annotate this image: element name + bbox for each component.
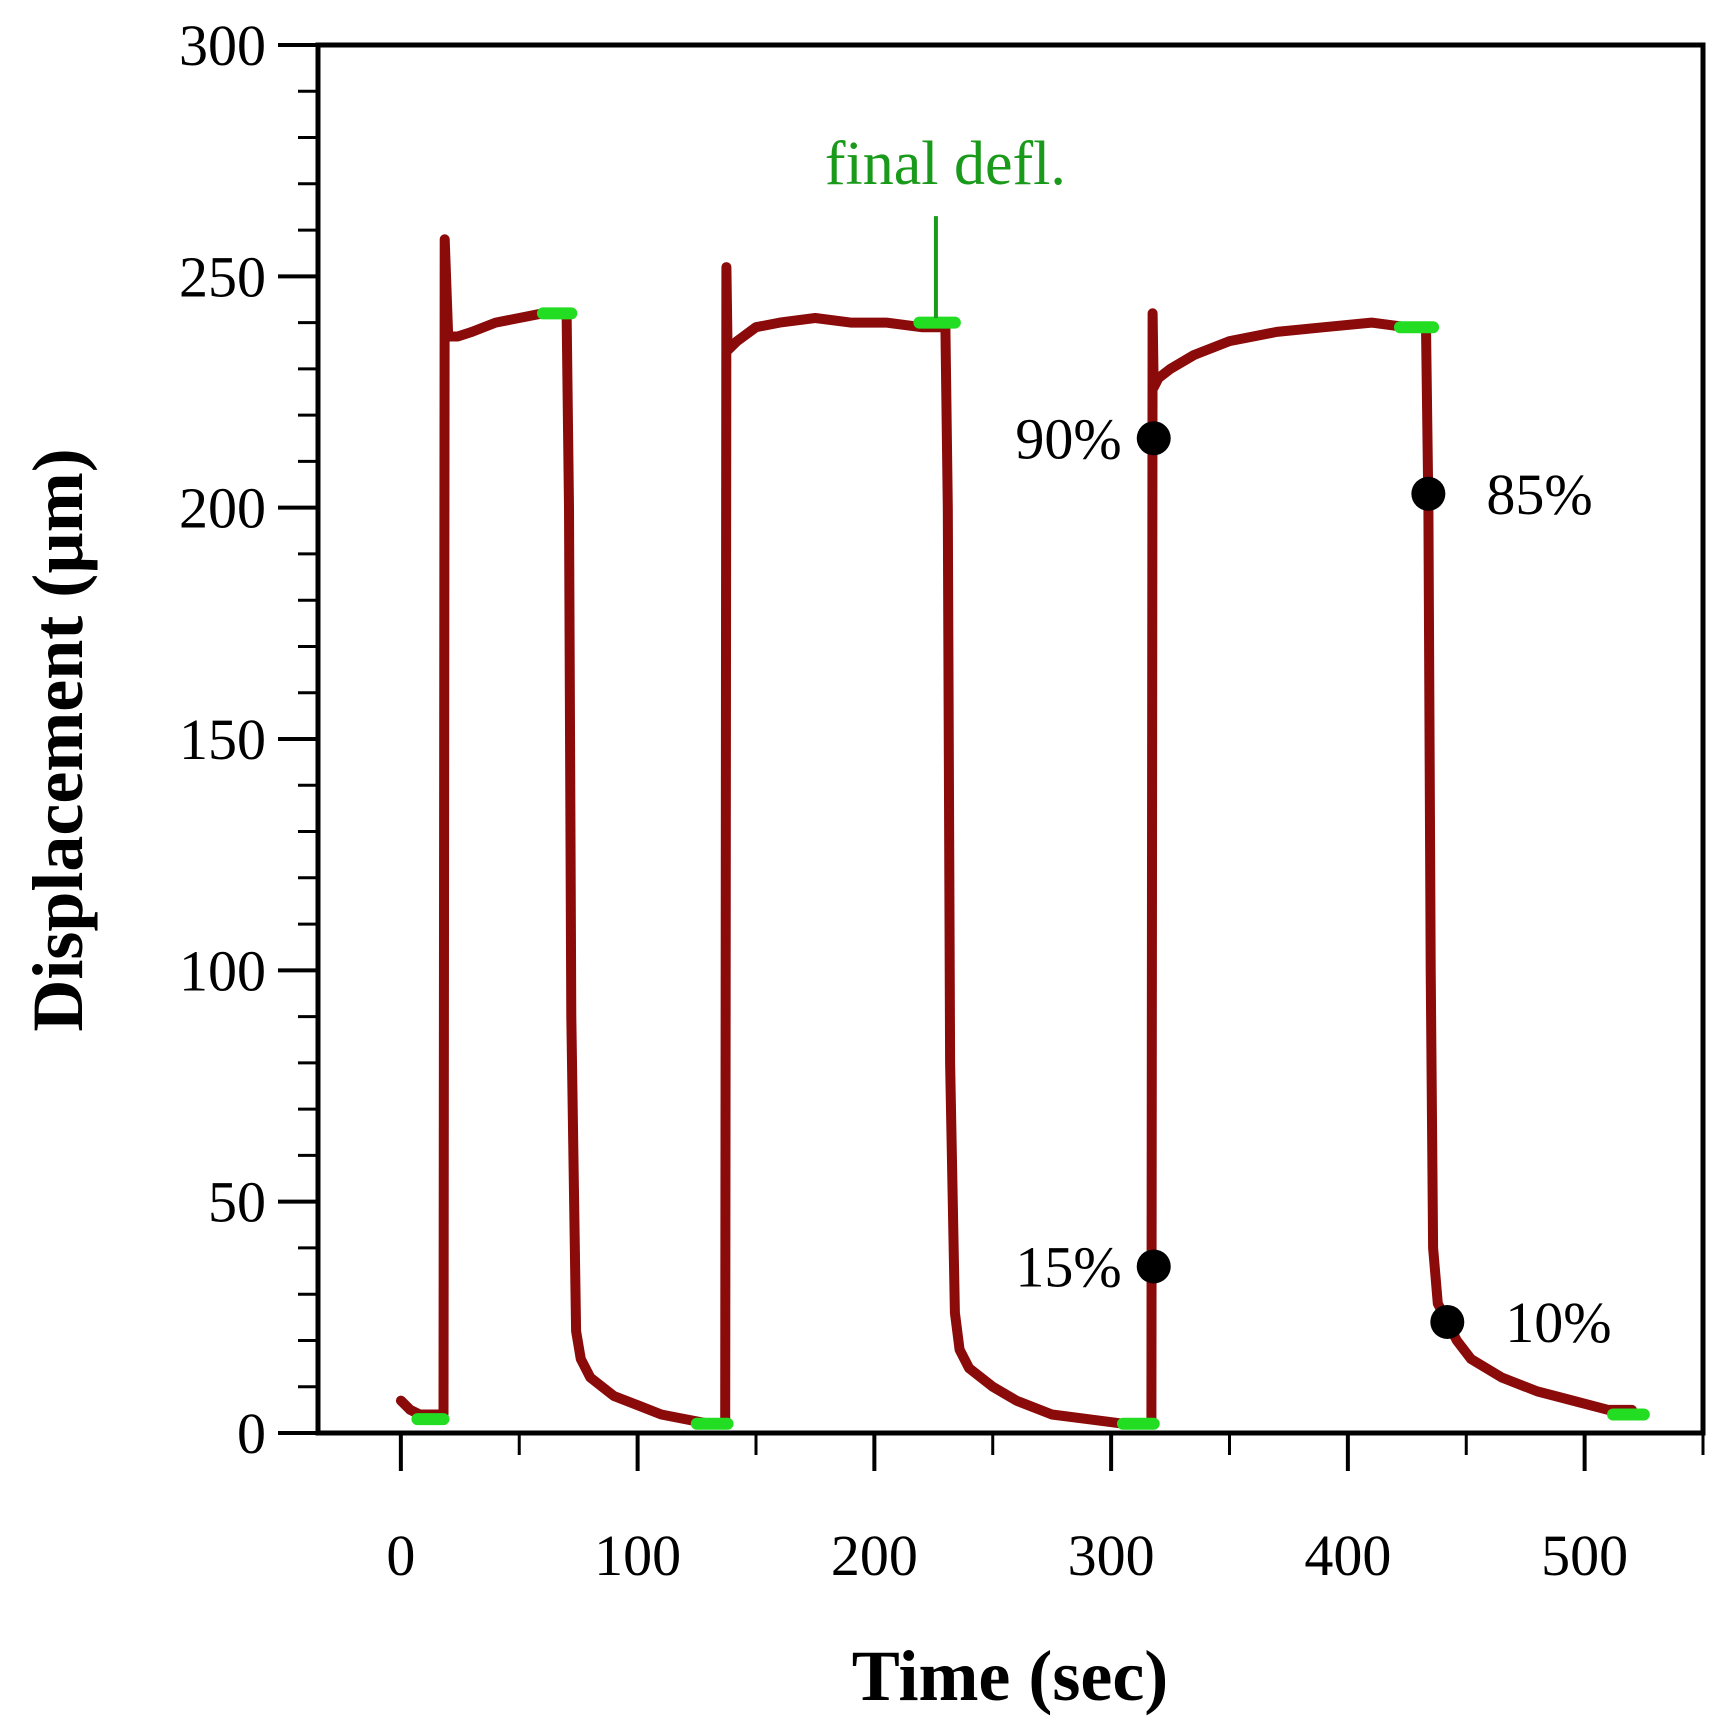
x-tick-label: 100 [594,1523,681,1588]
x-tick-label: 0 [386,1523,415,1588]
plot-frame [315,42,1706,1436]
y-axis-title: Displacement (µm) [18,448,98,1031]
y-tick-label: 200 [179,476,266,541]
final-deflection-highlights [411,307,1650,1430]
x-tick-label: 500 [1541,1523,1628,1588]
point-10-marker [1430,1304,1465,1339]
y-tick-label: 100 [179,938,266,1003]
y-tick-label: 150 [179,707,266,772]
annotation-layer: 90% 15% 85% 10% [1015,406,1611,1355]
y-tick-label: 50 [208,1170,266,1235]
point-15-marker [1136,1249,1171,1284]
point-90-label: 90% [1015,406,1121,471]
y-axis-ticks: 0 50 100 150 200 250 300 [179,13,318,1466]
y-tick-label: 250 [179,244,266,309]
point-85-label: 85% [1486,462,1592,527]
x-axis-title: Time (sec) [852,1636,1169,1716]
y-tick-label: 300 [179,13,266,78]
point-10-label: 10% [1505,1290,1611,1355]
note-layer: final defl. [825,130,1066,318]
x-tick-label: 200 [831,1523,918,1588]
y-tick-label: 0 [237,1401,266,1466]
x-axis-ticks: 0 100 200 300 400 500 [386,1433,1705,1588]
final-defl-label: final defl. [825,130,1066,198]
x-tick-label: 400 [1304,1523,1391,1588]
point-85-marker [1411,476,1446,511]
point-90-marker [1136,421,1171,456]
x-tick-label: 300 [1068,1523,1155,1588]
point-15-label: 15% [1015,1234,1121,1299]
